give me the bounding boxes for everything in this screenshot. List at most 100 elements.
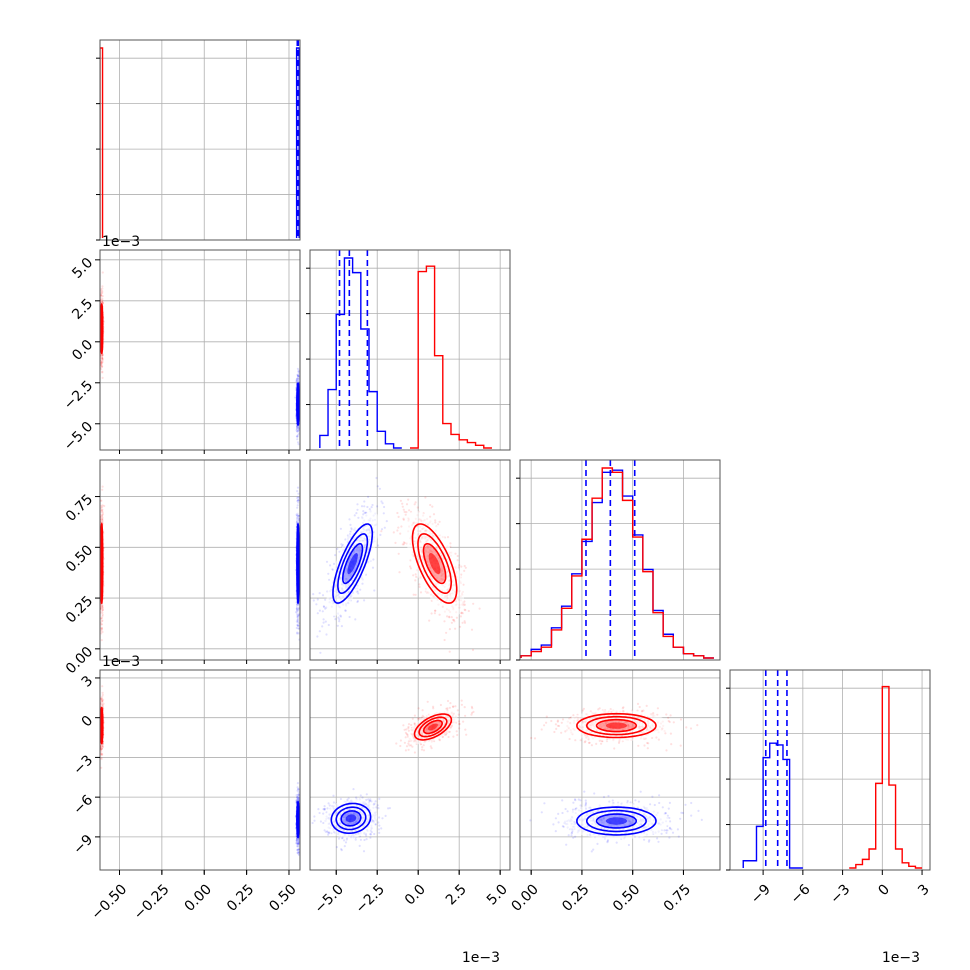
panel-p0-p3-blue-point — [297, 788, 300, 791]
panel-p1-p2-red-point — [455, 616, 458, 619]
panel-p1-p2-red-point — [402, 508, 405, 511]
panel-p1-p2-red-point — [415, 575, 418, 579]
panel-p1-p2-red-contour-2 — [411, 523, 458, 604]
panel-p0-p1-blue-cloud — [294, 367, 300, 446]
panel-p1-p2-red-point — [418, 583, 421, 586]
panel-p0-p1-blue-point — [296, 435, 299, 438]
panel-p0-p3-blue-point — [297, 851, 300, 854]
panel-p0-p1-red-point — [100, 368, 103, 371]
panel-p1-p2-blue-point — [356, 599, 359, 603]
panel-p1-p2-red-point — [434, 609, 437, 612]
panel-p0-p3-blue-point — [297, 853, 300, 857]
panel-p1-p2-red-point — [459, 625, 462, 628]
panel-p0-p3-blue-point — [297, 848, 300, 851]
panel-p1-p2-blue-point — [327, 572, 330, 575]
panel-p0-p3-blue-point — [295, 839, 298, 842]
panel-p0-p3-blue-point — [296, 848, 299, 852]
panel-p1-p2-red-point — [438, 613, 441, 616]
panel-p1-p2-blue-contour-1 — [337, 533, 369, 594]
panel-p0-p3-blue-point — [297, 787, 300, 790]
panel-p1-p2-red-point — [454, 552, 457, 555]
panel-p1-p1-hist-blue — [319, 257, 402, 449]
panel-p1-p2-blue-point — [348, 518, 351, 521]
panel-p0-p1-blue-point — [297, 374, 300, 377]
panel-p2-p2 — [519, 459, 721, 661]
panel-p1-p2-red-point — [403, 510, 406, 513]
panel-p0-p1-red-point — [100, 362, 103, 365]
panel-p0-p3-blue-point — [297, 843, 300, 846]
panel-p0-p2-red-point — [100, 509, 103, 512]
panel-p0-p3-blue-point — [297, 793, 300, 797]
panel-p1-p2-red-point — [438, 520, 441, 523]
panel-p0-p3-blue-point — [295, 842, 299, 845]
panel-p0-p2-blue-point — [294, 611, 298, 614]
panel-p0-p2-grid — [100, 460, 300, 660]
panel-p1-p2-blue-point — [366, 505, 369, 509]
panel-p0-p2-blue-point — [297, 627, 300, 630]
panel-p1-p2-red-point — [446, 536, 450, 539]
panel-p1-p2-red-point — [400, 525, 403, 528]
panel-p1-p2-blue-point — [344, 609, 347, 612]
panel-p1-p2-red-point — [432, 513, 436, 516]
panel-p0-p2-blue-point — [297, 624, 300, 628]
panel-p0-p3-blue-point — [297, 848, 300, 851]
panel-p0-p3-red-point — [101, 685, 104, 688]
panel-p1-p2-red-point — [461, 621, 464, 624]
panel-p1-p2-blue-point — [382, 512, 385, 515]
panel-p0-p1-blue-point — [297, 370, 300, 373]
panel-p1-p2-blue-point — [363, 599, 366, 602]
panel-p0-p2-blue-point — [296, 631, 299, 634]
panel-p1-p2-red-point — [405, 503, 409, 506]
panel-p0-p1-red-point — [101, 376, 104, 379]
panel-p0-p2-blue-point — [295, 626, 298, 630]
panel-p1-p1-bg — [310, 250, 510, 450]
panel-p1-p2-red-point — [401, 543, 404, 546]
panel-p1-p2-blue-point — [315, 603, 318, 606]
panel-p0-p3-red-point — [101, 691, 104, 694]
panel-p1-p2-red-point — [413, 503, 416, 506]
panel-p0-p1-red-cloud — [100, 271, 105, 379]
panel-p1-p2-red-point — [394, 541, 397, 545]
panel-p1-p2-red-contour-0 — [422, 543, 447, 585]
panel-p0-p2-red-point — [101, 630, 104, 634]
panel-p0-p1-red-point — [101, 271, 104, 274]
panel-p1-p2-blue-point — [354, 618, 357, 621]
panel-p0-p1-red-contour-2 — [100, 302, 104, 355]
panel-p2-p2-frame — [519, 459, 721, 661]
panel-p0-p1-red-point — [100, 292, 103, 295]
panel-p0-p3-red-point — [101, 693, 104, 697]
panel-p1-p2-red-density-1 — [428, 553, 441, 575]
panel-p1-p1-frame — [309, 249, 511, 451]
panel-p1-p2-blue-point — [338, 620, 341, 623]
panel-p1-p2-blue-point — [322, 605, 325, 608]
panel-p0-p1 — [99, 249, 301, 451]
panel-p0-p2-red-point — [100, 623, 104, 626]
panel-p1-p2-red-point — [434, 609, 437, 612]
panel-p0-p3-blue-point — [297, 842, 300, 846]
panel-p0-p2-red-point — [100, 626, 103, 629]
panel-p0-p2-red-point — [101, 508, 104, 511]
panel-p1-p2-red-point — [398, 571, 401, 574]
panel-p1-p2-blue-point — [363, 500, 366, 503]
panel-p0-p1-red-point — [100, 364, 103, 367]
panel-p0-p1-red-point — [101, 360, 104, 364]
panel-p0-p1-blue-point — [296, 367, 299, 370]
panel-p0-p2-red-point — [100, 509, 103, 512]
panel-p1-p2-red-point — [456, 559, 459, 562]
panel-p0-p3-blue-point — [296, 849, 299, 852]
panel-p1-p2-red-point — [409, 565, 412, 568]
panel-p1-p2-red-point — [419, 591, 423, 594]
panel-p1-p2-red-point — [460, 612, 463, 615]
panel-p1-p2-red-point — [456, 554, 459, 558]
panel-p1-p2-blue-point — [321, 610, 324, 613]
panel-p1-p2-blue-point — [383, 505, 386, 509]
panel-p1-p2-red-point — [478, 607, 481, 610]
panel-p1-p2-blue-point — [357, 516, 360, 519]
panel-p0-p1-red-point — [100, 361, 103, 364]
panel-p1-p2-red-point — [414, 501, 417, 504]
panel-p0-p3-red-point — [100, 749, 103, 752]
panel-p0-p1-blue-point — [296, 373, 299, 376]
panel-p0-p3 — [99, 669, 301, 871]
panel-p1-p2-blue-point — [321, 594, 325, 597]
